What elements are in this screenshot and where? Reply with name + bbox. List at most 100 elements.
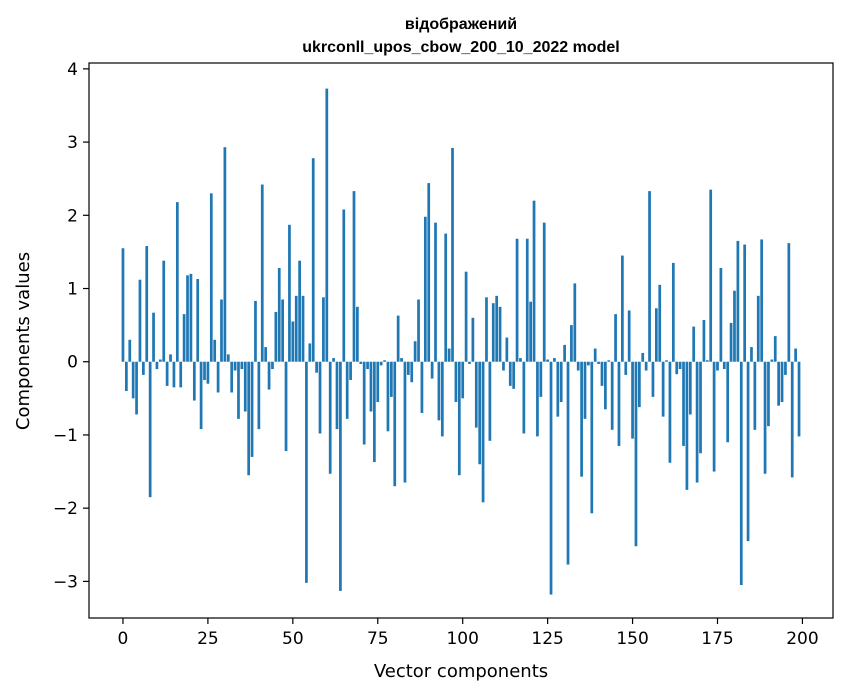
bar <box>284 361 288 452</box>
x-tick-label: 50 <box>282 629 304 649</box>
bar <box>396 315 400 362</box>
bar <box>573 283 577 362</box>
bar <box>665 360 668 362</box>
x-tick-label: 75 <box>367 629 389 649</box>
bar <box>288 224 291 362</box>
bar <box>393 361 397 487</box>
bar <box>522 361 526 434</box>
bar <box>230 361 234 393</box>
bar <box>709 189 713 362</box>
bar <box>726 361 730 443</box>
bar <box>454 361 458 402</box>
bar <box>165 361 169 386</box>
bar <box>587 361 590 366</box>
bar <box>128 339 132 362</box>
bar <box>376 361 380 402</box>
bar <box>559 361 563 402</box>
bar <box>325 88 329 362</box>
bar <box>695 361 699 483</box>
bar <box>451 147 454 362</box>
chart-subtitle: ukrconll_upos_cbow_200_10_2022 model <box>302 39 619 56</box>
bar <box>464 271 468 362</box>
bar <box>712 361 716 472</box>
x-tick-label: 150 <box>616 629 648 649</box>
bar <box>142 361 145 375</box>
bar <box>260 184 264 362</box>
bar <box>678 361 682 370</box>
bar <box>233 361 237 371</box>
bar <box>359 361 363 364</box>
bar <box>658 284 662 362</box>
bar <box>539 361 543 397</box>
bar <box>189 273 193 362</box>
x-axis-label: Vector components <box>374 661 548 682</box>
bar <box>305 361 308 583</box>
bar <box>525 238 529 362</box>
bar <box>716 361 719 371</box>
x-tick-label: 100 <box>446 629 478 649</box>
bar <box>498 306 502 362</box>
bar <box>220 299 223 362</box>
bar <box>257 361 261 430</box>
bar <box>722 361 726 370</box>
bar <box>400 358 403 362</box>
bar <box>692 326 696 362</box>
bar <box>512 361 516 389</box>
bar <box>675 361 679 375</box>
bar <box>505 337 509 362</box>
bar <box>199 361 203 430</box>
bar <box>332 358 335 362</box>
bar <box>600 361 604 386</box>
bar <box>318 361 322 434</box>
bar <box>590 361 594 514</box>
bar <box>390 361 393 397</box>
bar <box>702 320 706 362</box>
bar <box>179 361 183 388</box>
bar <box>328 361 332 474</box>
bar <box>468 361 471 364</box>
bar <box>699 361 702 454</box>
bar <box>661 361 665 417</box>
bar <box>566 361 570 565</box>
bar <box>515 238 519 362</box>
bar <box>644 361 648 371</box>
bar <box>777 361 780 406</box>
bar <box>488 361 492 441</box>
bar <box>294 295 298 362</box>
bar <box>131 361 135 399</box>
bar <box>298 260 301 362</box>
bar <box>631 361 634 439</box>
bar <box>614 314 617 362</box>
y-tick-label: −3 <box>53 572 78 592</box>
bar <box>746 361 750 542</box>
bar <box>427 183 431 362</box>
bar <box>121 248 125 362</box>
bar <box>192 361 196 401</box>
bar <box>654 308 658 362</box>
bar <box>196 279 200 362</box>
bar <box>617 361 621 446</box>
bar <box>705 360 709 362</box>
bar <box>209 193 213 362</box>
bar <box>349 361 352 381</box>
bar <box>736 240 740 362</box>
bar <box>563 344 566 362</box>
bar <box>410 361 414 383</box>
bar <box>753 361 757 430</box>
bar <box>430 361 434 379</box>
bar <box>186 275 189 362</box>
bar <box>135 361 138 415</box>
bar <box>495 295 499 362</box>
bar <box>773 336 777 362</box>
bar <box>790 361 794 478</box>
bar <box>206 361 210 384</box>
bar <box>281 299 284 362</box>
x-tick-label: 0 <box>118 629 129 649</box>
bar <box>685 361 689 490</box>
bar <box>739 361 743 586</box>
bar <box>570 325 573 362</box>
y-tick-label: 1 <box>67 280 78 300</box>
bar <box>457 361 461 476</box>
bar <box>356 306 359 362</box>
